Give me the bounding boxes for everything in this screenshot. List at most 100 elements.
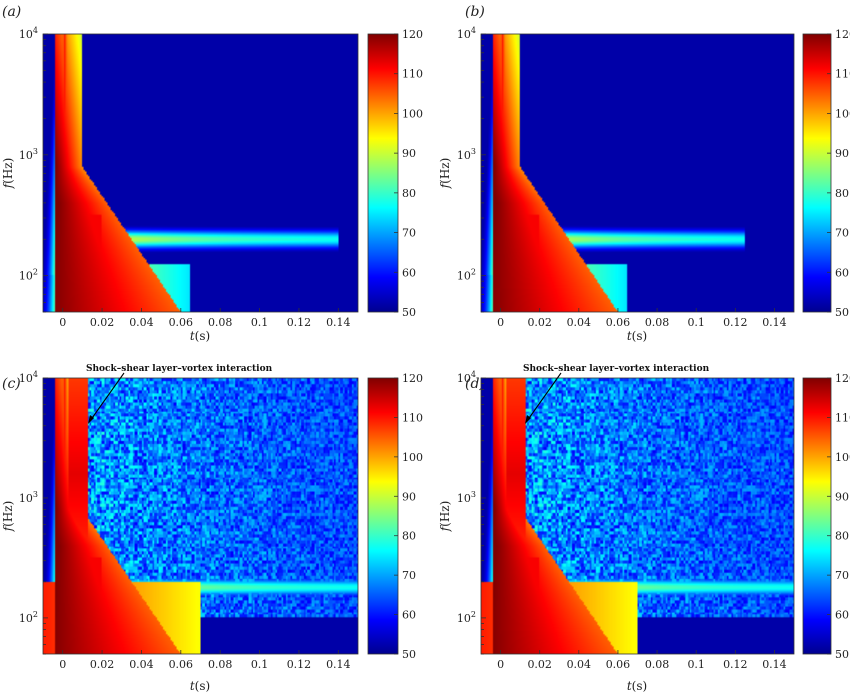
- y-ticks-c: 102 103 104: [19, 370, 48, 655]
- x-tick-label-c: 0.08: [208, 658, 233, 671]
- spectrogram-d: [481, 378, 794, 654]
- spectrogram-c: [43, 378, 358, 654]
- x-tick-label-c: 0.1: [251, 658, 269, 671]
- colorbar-tick-label-b: 120: [835, 28, 850, 41]
- annotation-c: Shock–shear layer–vortex interaction: [86, 364, 273, 374]
- spectrogram-b: [481, 34, 794, 312]
- colorbar-ticks-a: 50 60 70 80 90 100 110 120: [394, 28, 423, 319]
- x-tick-label-c: 0.02: [90, 658, 115, 671]
- x-axis-label-d: t(s): [627, 679, 647, 693]
- annotation-arrow-d: [526, 372, 562, 422]
- y-axis-label-a: f(Hz): [1, 158, 15, 190]
- x-tick-label-a: 0.02: [90, 316, 115, 329]
- annotation-arrowhead-d: [525, 415, 531, 424]
- y-ticks-b: 102 103 104: [457, 26, 486, 313]
- colorbar-tick-label-b: 90: [835, 147, 849, 160]
- x-tick-label-b: 0.02: [527, 316, 552, 329]
- panel-a: (a) 0 0.02 0.04 0.06 0.08 0.1 0.12 0.14 1021031…: [1, 4, 423, 343]
- x-tick-label-d: 0.12: [723, 658, 748, 671]
- x-tick-label-c: 0.14: [326, 658, 351, 671]
- colorbar-tick-label-d: 120: [835, 372, 850, 385]
- x-tick-label-c: 0.04: [129, 658, 154, 671]
- colorbar-c: [367, 377, 399, 655]
- annotation-arrow-c: [89, 372, 125, 422]
- plot-frame-d: [480, 377, 795, 655]
- x-axis-label-a: t(s): [190, 329, 210, 343]
- y-axis-label-c: f(Hz): [1, 501, 15, 533]
- panel-label-d: (d): [465, 376, 485, 392]
- annotation-arrowhead-c: [88, 415, 94, 424]
- colorbar-tick-label-c: 100: [402, 451, 423, 464]
- y-axis-label-d: f(Hz): [438, 501, 452, 533]
- colorbar-tick-label-d: 80: [835, 530, 849, 543]
- colorbar-tick-label-a: 60: [402, 266, 416, 279]
- colorbar-tick-label-c: 60: [402, 609, 416, 622]
- y-axis-label-b: f(Hz): [438, 158, 452, 190]
- colorbar-d: [802, 377, 832, 655]
- x-tick-label-b: 0.08: [645, 316, 670, 329]
- y-tick-label-a: 103: [19, 147, 38, 162]
- y-ticks-d: 102 103 104: [457, 370, 486, 655]
- colorbar-tick-label-b: 100: [835, 107, 850, 120]
- colorbar-tick-label-c: 90: [402, 490, 416, 503]
- colorbar-tick-label-d: 60: [835, 609, 849, 622]
- x-ticks-b: 0 0.02 0.04 0.06 0.08 0.1 0.12 0.14: [497, 308, 787, 329]
- colorbar-tick-label-a: 90: [402, 147, 416, 160]
- x-tick-label-d: 0: [497, 658, 504, 671]
- x-tick-label-b: 0.12: [723, 316, 748, 329]
- colorbar-tick-label-a: 50: [402, 306, 416, 319]
- colorbar-tick-label-d: 70: [835, 569, 849, 582]
- x-tick-label-a: 0: [59, 316, 66, 329]
- colorbar-tick-label-b: 110: [835, 68, 850, 81]
- colorbar-tick-label-a: 80: [402, 187, 416, 200]
- panel-label-a: (a): [2, 4, 21, 20]
- colorbar-tick-label-d: 90: [835, 490, 849, 503]
- y-tick-label-c: 103: [19, 490, 38, 505]
- y-tick-label-d: 102: [457, 610, 476, 625]
- x-ticks-c: 0 0.02 0.04 0.06 0.08 0.1 0.12 0.14: [59, 650, 351, 671]
- colorbar-ticks-c: 50 60 70 80 90 100 110 120: [394, 372, 423, 661]
- spectrogram-a: [43, 34, 358, 312]
- colorbar-tick-label-d: 50: [835, 648, 849, 661]
- colorbar-tick-label-a: 110: [402, 68, 423, 81]
- colorbar-tick-label-c: 50: [402, 648, 416, 661]
- colorbar-tick-label-b: 80: [835, 187, 849, 200]
- panel-c: (c) 0 0.02 0.04 0.06 0.08 0.1 0.12 0.14 1021031…: [1, 364, 423, 693]
- annotation-d: Shock–shear layer–vortex interaction: [523, 364, 710, 374]
- y-tick-label-b: 103: [457, 147, 476, 162]
- y-tick-label-c: 104: [19, 370, 38, 385]
- colorbar-tick-label-a: 120: [402, 28, 423, 41]
- x-tick-label-a: 0.12: [287, 316, 312, 329]
- x-tick-label-b: 0: [497, 316, 504, 329]
- colorbar-ticks-b: 50 60 70 80 90 100 110 120: [827, 28, 850, 319]
- x-tick-label-d: 0.04: [567, 658, 592, 671]
- x-tick-label-a: 0.14: [326, 316, 351, 329]
- x-tick-label-d: 0.14: [762, 658, 787, 671]
- x-tick-label-d: 0.08: [645, 658, 670, 671]
- colorbar-tick-label-c: 70: [402, 569, 416, 582]
- colorbar-tick-label-b: 60: [835, 266, 849, 279]
- panel-b: (b) 0 0.02 0.04 0.06 0.08 0.1 0.12 0.14 1021031…: [438, 4, 850, 343]
- x-tick-label-a: 0.08: [208, 316, 233, 329]
- colorbar-b: [802, 33, 832, 313]
- x-tick-label-d: 0.02: [527, 658, 552, 671]
- y-tick-label-d: 103: [457, 490, 476, 505]
- colorbar-tick-label-c: 110: [402, 411, 423, 424]
- x-tick-label-b: 0.06: [606, 316, 631, 329]
- x-tick-label-a: 0.06: [169, 316, 194, 329]
- x-ticks-a: 0 0.02 0.04 0.06 0.08 0.1 0.12 0.14: [59, 308, 351, 329]
- panel-label-c: (c): [2, 376, 21, 392]
- colorbar-tick-label-b: 70: [835, 227, 849, 240]
- colorbar-a: [367, 33, 399, 313]
- colorbar-tick-label-d: 110: [835, 411, 850, 424]
- colorbar-tick-label-c: 120: [402, 372, 423, 385]
- x-tick-label-d: 0.06: [606, 658, 631, 671]
- panel-label-b: (b): [465, 4, 485, 20]
- x-axis-label-c: t(s): [190, 679, 210, 693]
- panel-d: (d) 0 0.02 0.04 0.06 0.08 0.1 0.12 0.14 1021031…: [438, 364, 850, 693]
- x-tick-label-c: 0: [59, 658, 66, 671]
- plot-frame-a: [42, 33, 359, 313]
- x-tick-label-a: 0.1: [251, 316, 269, 329]
- y-tick-label-a: 102: [19, 268, 38, 283]
